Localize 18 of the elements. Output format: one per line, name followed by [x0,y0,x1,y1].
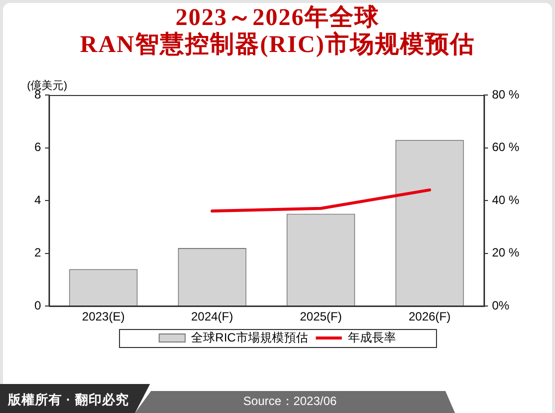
legend-label: 全球RIC市場規模預估 [191,330,308,344]
chart-title: 2023～2026年全球 RAN智慧控制器(RIC)市场规模预估 [79,5,476,59]
x-tick-label: 2023(E) [82,310,125,324]
y2-tick-label: 40 % [492,192,520,207]
y-tick-label: 2 [34,246,42,260]
y2-tick-label: 0% [492,298,510,312]
y2-tick-label: 20 % [492,246,520,260]
legend-label: 年成長率 [348,330,396,344]
y2-tick-label: 60 % [492,140,520,154]
x-tick-label: 2024(F) [191,310,234,324]
y-tick-label: 6 [34,140,42,154]
text: 版權所有 · 翻印必究 [8,391,130,409]
x-tick-label: 2025(F) [300,310,342,324]
y2-tick-label: 80 % [492,87,520,102]
source-note: Source：2023/06 [243,393,337,410]
y-tick-label: 4 [34,192,42,207]
x-tick-label: 2026(F) [408,310,451,324]
y-tick-label: 0 [34,298,42,312]
